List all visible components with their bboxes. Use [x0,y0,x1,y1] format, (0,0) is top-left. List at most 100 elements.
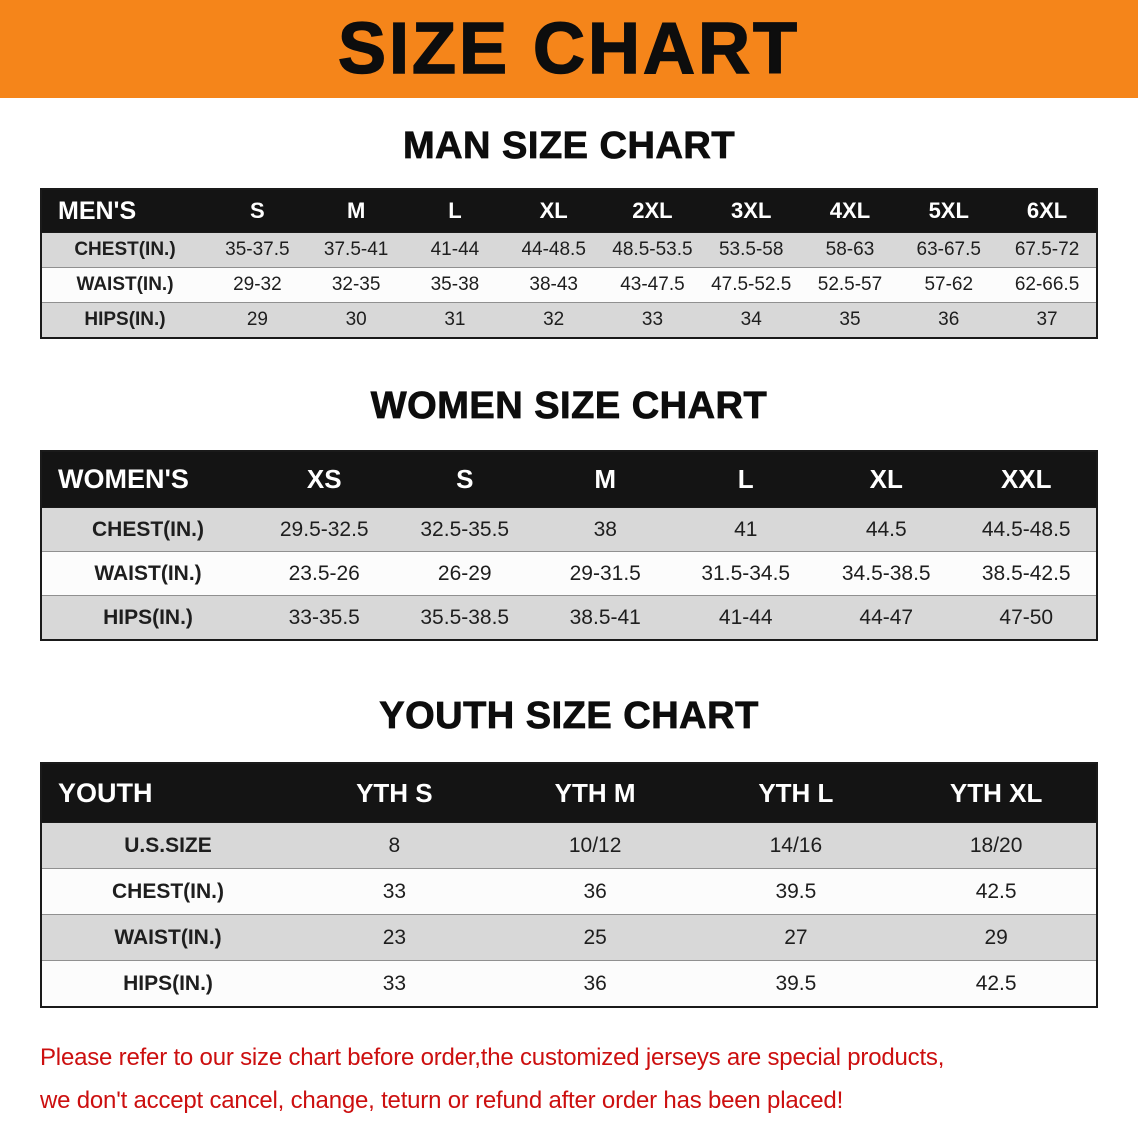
size-value: 37.5-41 [323,239,389,260]
column-header: S [394,451,535,508]
size-value: 29.5-32.5 [279,517,369,541]
men-chart-title: MAN SIZE CHART [402,125,736,168]
size-value: 38.5-42.5 [981,561,1071,585]
size-value: 33 [382,971,407,995]
size-value: 38 [593,517,617,541]
size-value: 35.5-38.5 [420,605,510,629]
row-label: U.S.SIZE [124,833,212,857]
men-size-section: MAN SIZE CHART MEN'S S M L XL 2XL 3XL 4X… [0,125,1138,339]
size-value: 44.5 [865,517,907,541]
youth-size-table: YOUTH YTH S YTH M YTH L YTH XL U.S.SIZE … [40,762,1098,1008]
size-value: 35-38 [430,274,480,295]
size-value: 44.5-48.5 [981,517,1071,541]
women-size-table: WOMEN'S XS S M L XL XXL CHEST(IN.) 29.5-… [40,450,1098,641]
size-value: 43-47.5 [620,274,685,295]
column-header: XS [254,451,395,508]
size-value: 35-37.5 [225,239,290,260]
table-header-row: YOUTH YTH S YTH M YTH L YTH XL [41,763,1097,823]
size-value: 36 [583,971,607,995]
row-label: HIPS(IN.) [84,309,166,330]
size-value: 48.5-53.5 [612,239,693,260]
size-chart-banner: SIZE CHART [0,0,1138,98]
size-value: 33-35.5 [288,605,360,629]
size-value: 29 [984,925,1008,949]
size-value: 41 [734,517,758,541]
size-value: 30 [345,309,367,330]
youth-chart-title: YOUTH SIZE CHART [379,695,759,738]
row-label: CHEST(IN.) [112,879,224,903]
column-header: XXL [956,451,1097,508]
column-header: YOUTH [41,763,294,823]
table-header-row: WOMEN'S XS S M L XL XXL [41,451,1097,508]
column-header: MEN'S [41,189,208,233]
size-value: 44-47 [859,605,914,629]
column-header: YTH S [294,763,495,823]
table-row: HIPS(IN.) 29 30 31 32 33 34 35 36 37 [41,302,1097,338]
table-row: CHEST(IN.) 29.5-32.5 32.5-35.5 38 41 44.… [41,507,1097,552]
size-value: 36 [583,879,607,903]
size-value: 31.5-34.5 [701,561,791,585]
column-header: 6XL [998,189,1097,233]
column-header: YTH XL [896,763,1097,823]
table-row: U.S.SIZE 8 10/12 14/16 18/20 [41,822,1097,869]
size-value: 63-67.5 [916,239,981,260]
order-policy-note: Please refer to our size chart before or… [40,1036,1098,1122]
size-value: 53.5-58 [718,239,784,260]
size-value: 62-66.5 [1014,274,1080,295]
size-value: 41-44 [430,239,480,260]
size-value: 31 [444,309,466,330]
youth-size-section: YOUTH SIZE CHART YOUTH YTH S YTH M YTH L… [0,695,1138,1008]
column-header: M [535,451,676,508]
column-header: 5XL [899,189,999,233]
size-value: 67.5-72 [1014,239,1080,260]
size-value: 32.5-35.5 [420,517,510,541]
size-value: 34.5-38.5 [841,561,931,585]
size-value: 23.5-26 [288,561,360,585]
size-value: 32 [543,309,565,330]
size-value: 36 [938,309,960,330]
table-row: HIPS(IN.) 33 36 39.5 42.5 [41,960,1097,1007]
column-header: XL [816,451,957,508]
column-header: 3XL [701,189,801,233]
table-row: WAIST(IN.) 23 25 27 29 [41,914,1097,961]
women-size-section: WOMEN SIZE CHART WOMEN'S XS S M L XL XXL… [0,385,1138,641]
table-row: CHEST(IN.) 33 36 39.5 42.5 [41,868,1097,915]
table-row: WAIST(IN.) 29-32 32-35 35-38 38-43 43-47… [41,267,1097,303]
size-value: 42.5 [975,971,1017,995]
size-value: 39.5 [775,879,817,903]
column-header: S [208,189,307,233]
women-chart-title: WOMEN SIZE CHART [370,385,768,428]
size-value: 47-50 [999,605,1054,629]
size-value: 37 [1036,309,1058,330]
table-row: HIPS(IN.) 33-35.5 35.5-38.5 38.5-41 41-4… [41,595,1097,640]
column-header: L [405,189,505,233]
row-label: HIPS(IN.) [103,605,193,629]
column-header: 2XL [603,189,702,233]
row-label: WAIST(IN.) [76,274,174,295]
size-value: 38.5-41 [569,605,641,629]
size-value: 27 [784,925,808,949]
column-header: 4XL [800,189,900,233]
size-value: 42.5 [975,879,1017,903]
banner-title: SIZE CHART [337,8,800,90]
size-value: 29-31.5 [569,561,641,585]
row-label: WAIST(IN.) [94,561,202,585]
size-value: 10/12 [568,833,622,857]
size-value: 18/20 [969,833,1023,857]
column-header: M [306,189,406,233]
size-value: 47.5-52.5 [711,274,792,295]
footnote-line-1: Please refer to our size chart before or… [40,1044,945,1071]
column-header: XL [504,189,604,233]
size-value: 26-29 [437,561,492,585]
size-value: 14/16 [769,833,823,857]
row-label: WAIST(IN.) [114,925,222,949]
table-row: CHEST(IN.) 35-37.5 37.5-41 41-44 44-48.5… [41,232,1097,268]
footnote-line-2: we don't accept cancel, change, teturn o… [40,1087,844,1115]
row-label: CHEST(IN.) [92,517,204,541]
size-value: 44-48.5 [521,239,586,260]
size-value: 58-63 [825,239,875,260]
size-value: 23 [382,925,407,949]
row-label: HIPS(IN.) [123,971,213,995]
size-value: 8 [388,833,401,857]
